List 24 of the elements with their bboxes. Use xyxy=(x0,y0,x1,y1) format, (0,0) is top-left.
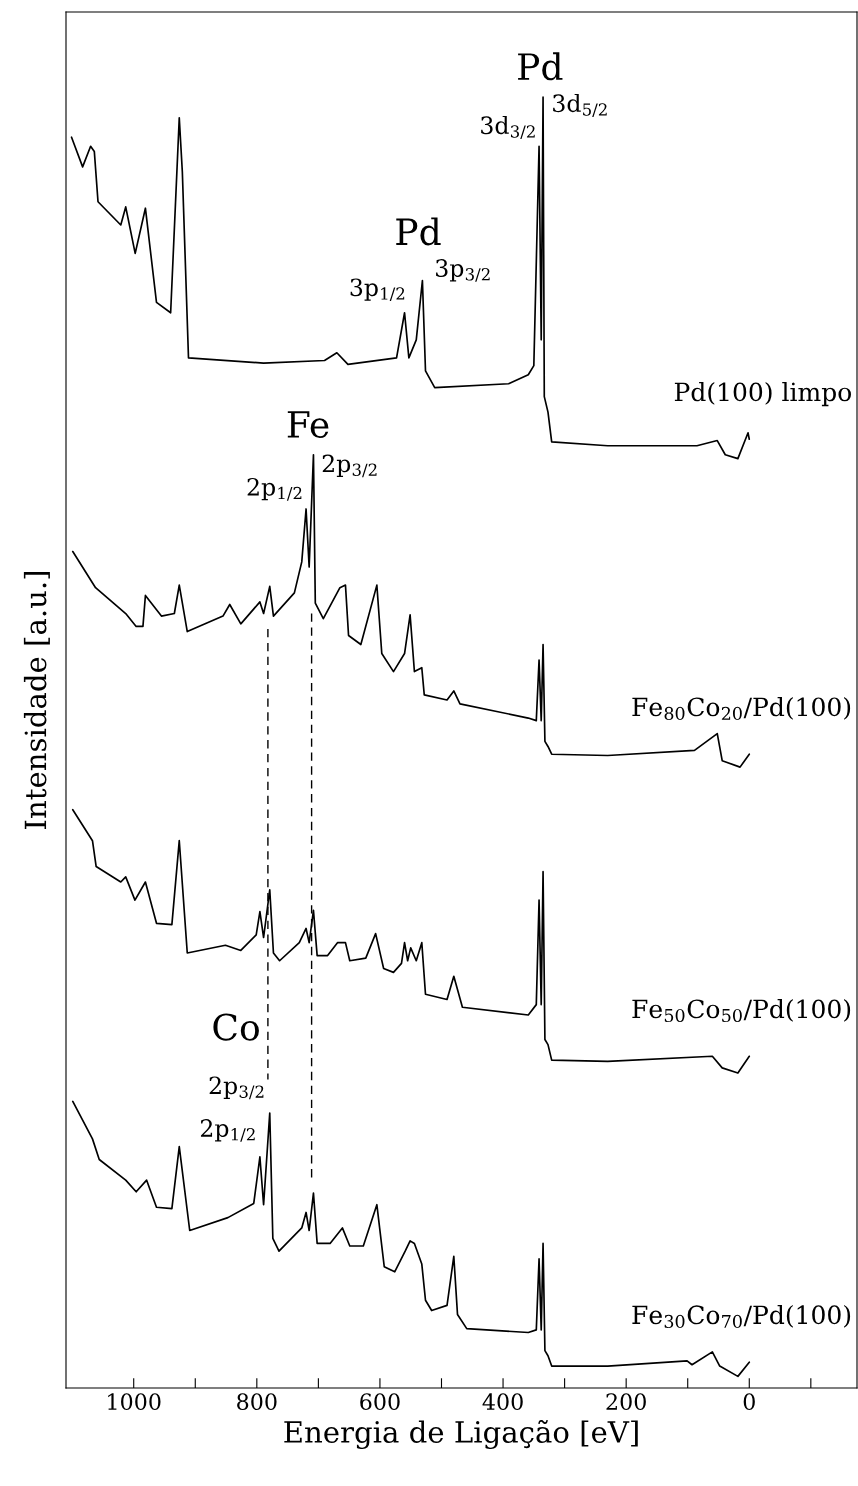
annotation: 3p$_{3/2}$ xyxy=(436,259,490,282)
y-axis-title: Intensidade [a.u.] xyxy=(23,571,50,829)
annotation: Pd xyxy=(396,217,441,246)
x-tick-label: 400 xyxy=(482,1393,523,1411)
annotation: Co xyxy=(213,1013,259,1041)
annotation: 3d$_{5/2}$ xyxy=(553,93,607,118)
x-tick-label: 0 xyxy=(743,1393,755,1411)
annotation: 2p$_{3/2}$ xyxy=(209,1076,264,1100)
x-tick-label: 200 xyxy=(606,1393,646,1411)
annotation: 3p$_{1/2}$ xyxy=(350,278,405,302)
x-tick-label: 800 xyxy=(237,1393,277,1411)
series-label: Pd(100) limpo xyxy=(674,381,851,407)
x-axis-title: Energia de Ligação [eV] xyxy=(284,1419,638,1450)
annotation: 2p$_{1/2}$ xyxy=(200,1119,255,1142)
series-label: Fe$_{30}$Co$_{70}$/Pd(100) xyxy=(632,1304,851,1329)
text: Pd xyxy=(518,52,563,81)
series-label: Fe$_{50}$Co$_{50}$/Pd(100) xyxy=(632,998,851,1023)
annotation: 2p$_{3/2}$ xyxy=(322,454,377,478)
x-tick-label: 600 xyxy=(360,1393,400,1411)
annotation: 2p$_{1/2}$ xyxy=(247,477,302,501)
series-label: Fe$_{80}$Co$_{20}$/Pd(100) xyxy=(632,696,851,721)
annotation: 3d$_{3/2}$ xyxy=(481,115,535,140)
annotation: Fe xyxy=(287,411,329,439)
x-tick-label: 1000 xyxy=(108,1393,161,1411)
